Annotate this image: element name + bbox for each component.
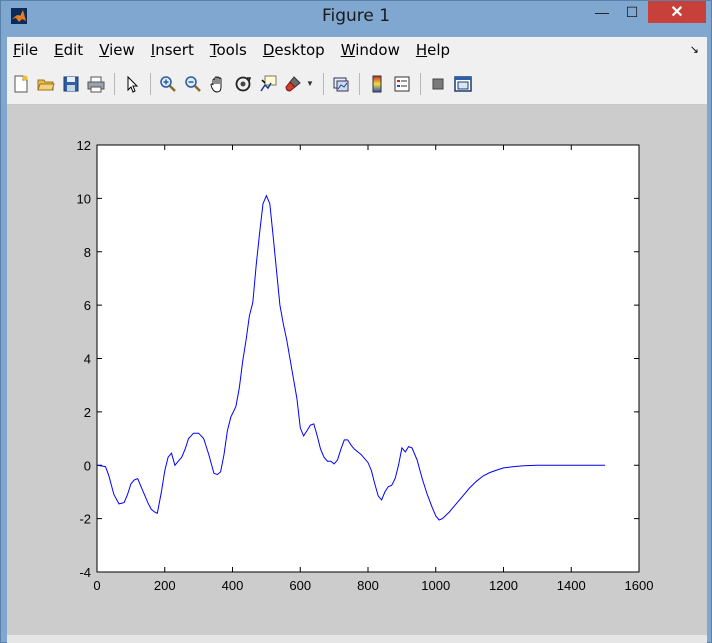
x-tick-label: 600 [289, 578, 311, 593]
maximize-button[interactable]: ☐ [618, 1, 646, 23]
window-title: Figure 1 [321, 6, 391, 26]
data-cursor-button[interactable] [256, 72, 280, 96]
y-tick-label: 8 [84, 245, 91, 260]
link-plot-icon [333, 77, 349, 91]
save-icon [63, 76, 79, 91]
x-tick-label: 800 [357, 578, 379, 593]
minimize-icon: — [595, 4, 609, 20]
menu-bar: File Edit View Insert Tools Desktop Wind… [7, 37, 707, 63]
status-bar [7, 635, 707, 643]
axes-box [96, 144, 640, 573]
pointer-button[interactable] [120, 72, 144, 96]
matlab-logo-icon [11, 8, 27, 24]
toolbar-separator [358, 72, 360, 95]
menu-edit[interactable]: Edit [54, 41, 84, 59]
toolbar-separator [114, 72, 115, 95]
show-plot-tools-icon [454, 75, 472, 92]
print-button[interactable] [84, 72, 108, 96]
brush-dropdown-icon[interactable]: ▼ [306, 79, 314, 88]
zoom-out-button[interactable] [181, 72, 205, 96]
pointer-icon [127, 75, 139, 93]
colorbar-icon [372, 75, 382, 92]
menu-file[interactable]: File [13, 41, 39, 59]
zoom-out-icon [185, 75, 201, 92]
x-tick-label: 400 [222, 578, 244, 593]
zoom-in-icon [160, 75, 176, 92]
zoom-in-button[interactable] [156, 72, 180, 96]
x-tick-label: 1600 [625, 578, 654, 593]
new-figure-button[interactable] [9, 72, 33, 96]
toolbar-separator [322, 72, 324, 95]
new-figure-icon [14, 75, 28, 92]
x-tick-label: 1400 [557, 578, 586, 593]
menu-desktop[interactable]: Desktop [262, 41, 325, 59]
insert-colorbar-button[interactable] [365, 72, 389, 96]
y-tick-label: -2 [79, 512, 91, 527]
menu-view[interactable]: View [99, 41, 135, 59]
open-file-icon [37, 79, 55, 90]
x-tick-label: 0 [93, 578, 100, 593]
link-plot-button[interactable] [329, 72, 353, 96]
x-tick-label: 200 [154, 578, 176, 593]
y-tick-label: 0 [84, 458, 91, 473]
x-tick-label: 1200 [489, 578, 518, 593]
toolbar-separator [150, 72, 151, 95]
y-tick-label: 10 [77, 191, 91, 206]
x-tick-label: 1000 [421, 578, 450, 593]
brush-icon [285, 75, 301, 92]
open-file-button[interactable] [34, 72, 58, 96]
y-tick-label: 2 [84, 405, 91, 420]
close-button[interactable]: ✕ [648, 1, 706, 23]
close-icon: ✕ [670, 4, 684, 21]
show-plot-tools-button[interactable] [451, 72, 475, 96]
legend-icon [394, 76, 410, 91]
menu-tools[interactable]: Tools [209, 41, 247, 59]
insert-legend-button[interactable] [390, 72, 414, 96]
rotate-3d-icon [235, 76, 252, 91]
menu-help[interactable]: Help [415, 41, 451, 59]
series-line [96, 194, 606, 521]
y-tick-label: 4 [84, 352, 91, 367]
maximize-icon: ☐ [625, 3, 639, 20]
x-axis: 0 200 400 600 800 1000 1200 1400 1600 [93, 145, 653, 593]
dock-arrow-icon[interactable]: ↘ [689, 44, 699, 56]
y-axis: -4 -2 0 2 4 6 8 10 12 [77, 138, 639, 580]
menu-insert[interactable]: Insert [150, 41, 194, 59]
hide-plot-tools-icon [432, 78, 444, 89]
brush-button[interactable] [281, 72, 305, 96]
figure-canvas[interactable]: 0 200 400 600 800 1000 1200 1400 1600 -4 -2 0 2 4 6 8 1… [7, 105, 707, 635]
title-bar[interactable]: Figure 1 — ☐ ✕ [1, 1, 711, 33]
y-tick-label: -4 [79, 565, 91, 580]
pan-button[interactable] [206, 72, 230, 96]
data-cursor-icon [260, 75, 277, 91]
rotate-3d-button[interactable] [231, 72, 255, 96]
save-button[interactable] [59, 72, 83, 96]
y-tick-label: 6 [84, 298, 91, 313]
line-plot[interactable]: 0 200 400 600 800 1000 1200 1400 1600 -4 -2 0 2 4 6 8 1… [7, 105, 707, 635]
toolbar-separator [419, 72, 421, 95]
pan-hand-icon [210, 76, 222, 92]
hide-plot-tools-button[interactable] [426, 72, 450, 96]
figure-toolbar: ▼ [7, 63, 707, 105]
minimize-button[interactable]: — [588, 1, 616, 23]
print-icon [87, 76, 105, 92]
menu-window[interactable]: Window [340, 41, 400, 59]
y-tick-label: 12 [77, 138, 91, 153]
